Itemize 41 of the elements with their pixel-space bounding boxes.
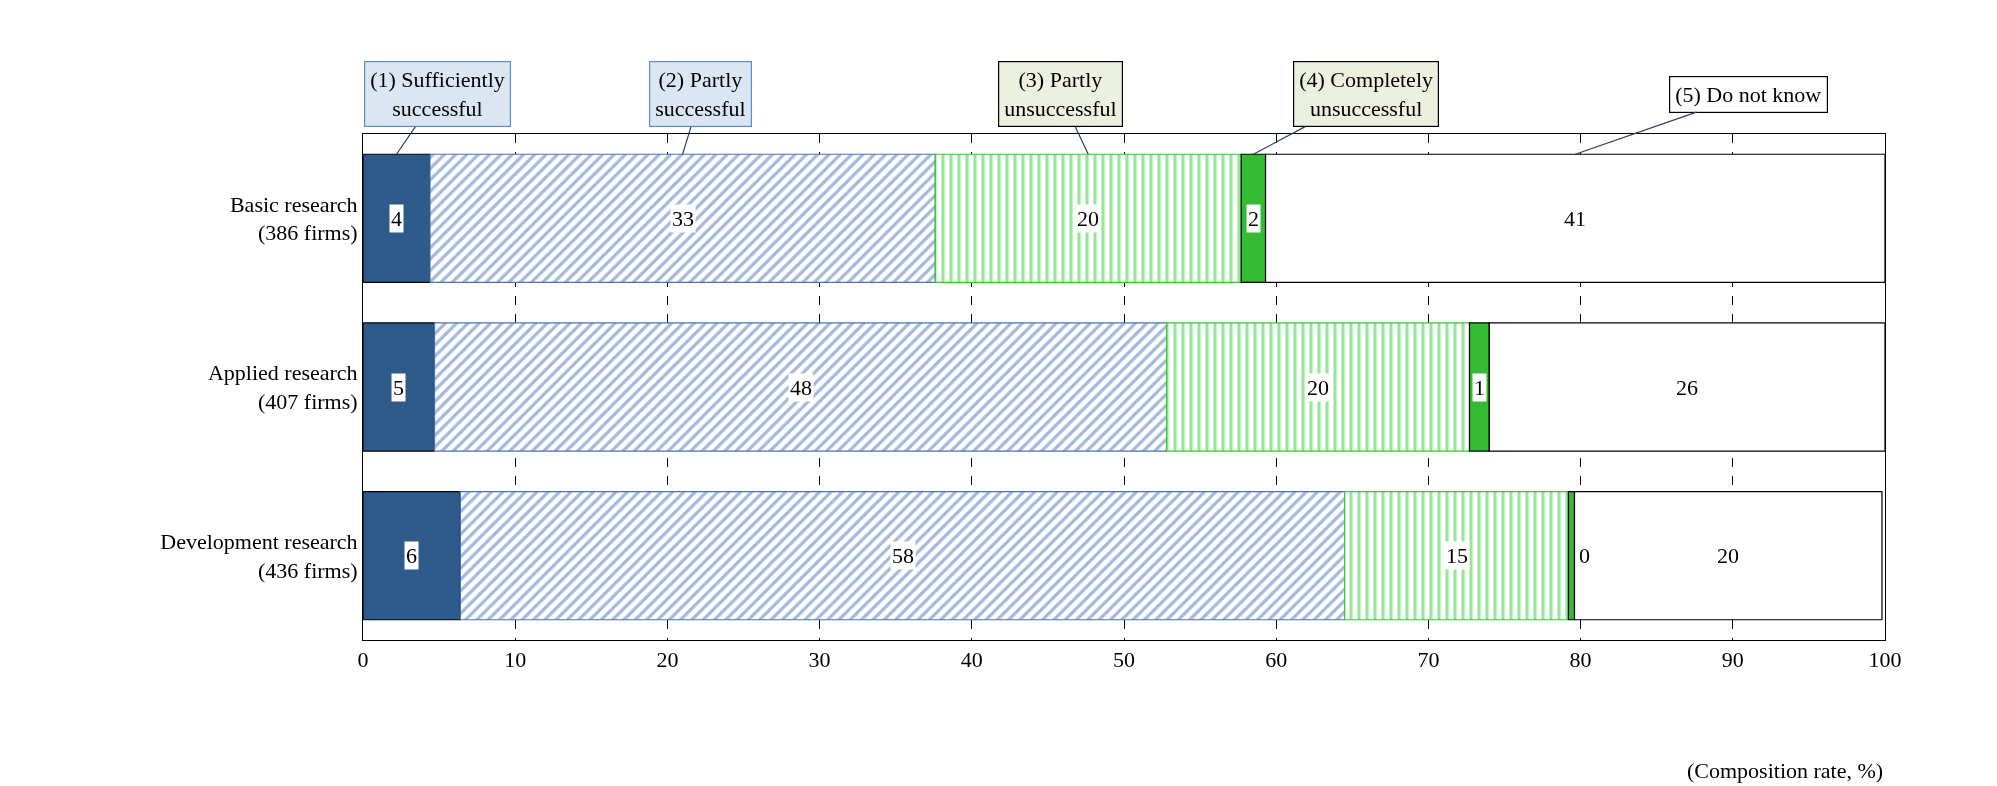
x-tick-label: 100 — [1868, 647, 1902, 673]
data-label: 0 — [1579, 543, 1590, 568]
data-label: 1 — [1474, 375, 1485, 400]
y-tick-label: Development research (436 firms) — [160, 529, 358, 583]
data-label: 33 — [672, 206, 694, 231]
x-tick-label: 40 — [960, 647, 983, 673]
data-label: 58 — [892, 543, 914, 568]
x-tick-label: 20 — [656, 647, 679, 673]
bar — [934, 153, 1242, 284]
x-tick-label: 0 — [357, 647, 369, 673]
bar — [459, 490, 1346, 621]
x-tick-label: 30 — [808, 647, 831, 673]
data-label: 6 — [406, 543, 417, 568]
bar — [1166, 322, 1471, 452]
series-label: (2) Partly successful — [655, 67, 746, 121]
x-tick-label: 10 — [504, 647, 527, 673]
bar — [429, 153, 936, 284]
x-tick-label: 70 — [1417, 647, 1440, 673]
data-label: 5 — [393, 375, 404, 400]
x-tick-label: 60 — [1265, 647, 1288, 673]
data-label: 48 — [790, 375, 812, 400]
text: (5) Do not know — [1675, 82, 1822, 108]
x-tick-label: 90 — [1721, 647, 1744, 673]
bar — [433, 322, 1168, 452]
data-label: 2 — [1248, 206, 1259, 231]
series-label: (3) Partly unsuccessful — [1004, 67, 1117, 121]
data-label: 26 — [1676, 375, 1698, 400]
data-label: 20 — [1717, 543, 1739, 568]
data-label: 20 — [1077, 206, 1099, 231]
x-tick-label: 50 — [1113, 647, 1135, 673]
data-label: 41 — [1564, 206, 1586, 231]
y-tick-label: Basic research (386 firms) — [229, 191, 358, 246]
text: (4) Completely unsuccessful — [1299, 67, 1434, 121]
data-label: 15 — [1446, 543, 1468, 568]
x-tick-label: 80 — [1569, 647, 1592, 673]
data-label: 20 — [1307, 375, 1329, 400]
x-axis-title: (Composition rate, %) — [1687, 758, 1884, 783]
bar — [1344, 490, 1570, 621]
series-label: (1) Sufficiently successful — [370, 67, 505, 121]
y-tick-label: Applied research (407 firms) — [207, 360, 358, 414]
data-label: 4 — [391, 206, 402, 231]
